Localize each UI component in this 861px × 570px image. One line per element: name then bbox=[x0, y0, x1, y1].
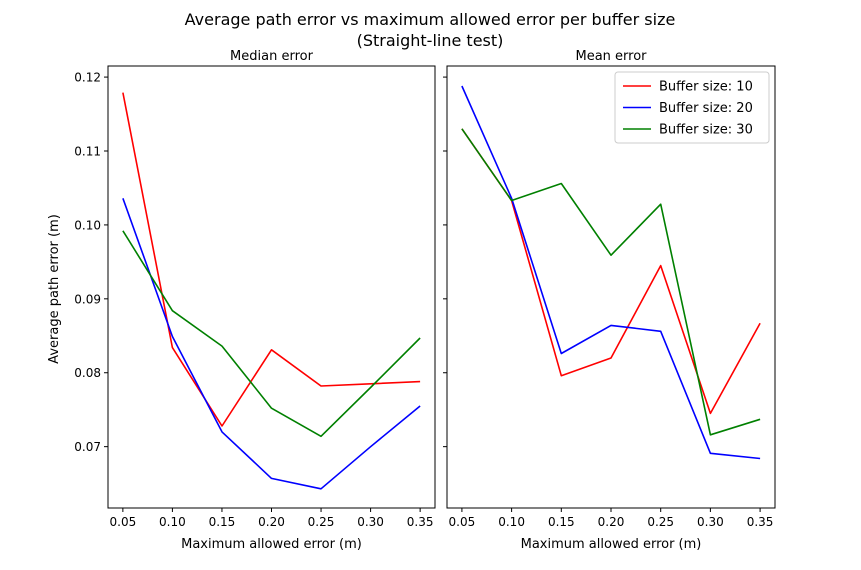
y-tick-label: 0.12 bbox=[74, 71, 101, 85]
series-line-buffer-size-20 bbox=[122, 198, 421, 490]
x-tick-label: 0.25 bbox=[647, 515, 674, 529]
plot-area-frame bbox=[446, 65, 776, 509]
x-tick-label: 0.25 bbox=[308, 515, 335, 529]
y-tick-label: 0.08 bbox=[74, 366, 101, 380]
mean-error-panel: Mean error Maximum allowed error (m) 0.0… bbox=[443, 49, 776, 552]
y-tick-label: 0.11 bbox=[74, 145, 101, 159]
x-tick-label: 0.20 bbox=[258, 515, 285, 529]
x-axis-label: Maximum allowed error (m) bbox=[521, 537, 702, 552]
y-tick-label: 0.07 bbox=[74, 440, 101, 454]
median-error-panel: Median error Maximum allowed error (m) A… bbox=[47, 49, 436, 552]
x-tick-label: 0.05 bbox=[110, 515, 137, 529]
series-line-buffer-size-30 bbox=[461, 128, 761, 436]
y-tick-label: 0.09 bbox=[74, 292, 101, 306]
panel-title: Median error bbox=[230, 49, 314, 64]
legend-label: Buffer size: 30 bbox=[659, 123, 753, 138]
figure-title-line2: (Straight-line test) bbox=[357, 31, 504, 50]
legend-box bbox=[614, 71, 770, 144]
x-tick-label: 0.05 bbox=[449, 515, 476, 529]
x-tick-label: 0.10 bbox=[498, 515, 525, 529]
x-tick-label: 0.35 bbox=[407, 515, 434, 529]
x-tick-label: 0.30 bbox=[357, 515, 384, 529]
legend-label: Buffer size: 20 bbox=[659, 101, 753, 116]
x-tick-label: 0.30 bbox=[697, 515, 724, 529]
series-line-buffer-size-10 bbox=[122, 92, 421, 427]
x-tick-label: 0.35 bbox=[747, 515, 774, 529]
series-line-buffer-size-20 bbox=[461, 85, 761, 460]
y-axis-label: Average path error (m) bbox=[47, 214, 62, 364]
x-tick-label: 0.15 bbox=[548, 515, 575, 529]
x-tick-label: 0.10 bbox=[159, 515, 186, 529]
plot-area-frame bbox=[107, 65, 436, 509]
x-axis-label: Maximum allowed error (m) bbox=[181, 537, 362, 552]
panel-title: Mean error bbox=[575, 49, 647, 64]
y-tick-label: 0.10 bbox=[74, 218, 101, 232]
legend: Buffer size: 10 Buffer size: 20 Buffer siz… bbox=[614, 71, 770, 144]
figure-title-line1: Average path error vs maximum allowed er… bbox=[185, 10, 676, 29]
x-tick-label: 0.15 bbox=[209, 515, 236, 529]
x-tick-label: 0.20 bbox=[598, 515, 625, 529]
series-line-buffer-size-30 bbox=[122, 230, 421, 438]
series-line-buffer-size-10 bbox=[461, 128, 761, 415]
legend-label: Buffer size: 10 bbox=[659, 80, 753, 95]
